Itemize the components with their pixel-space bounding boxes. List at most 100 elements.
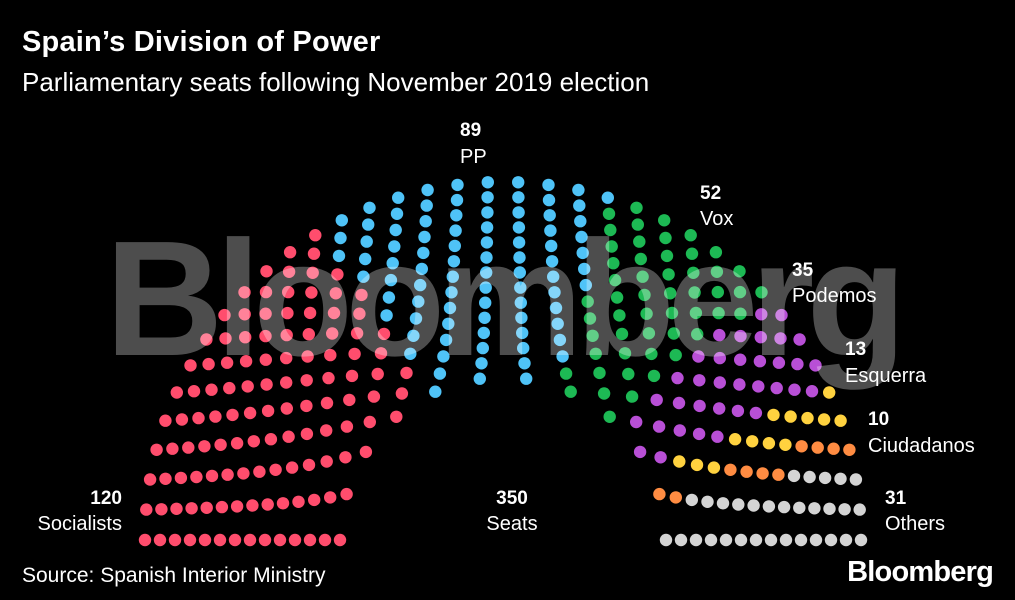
seat-pp (481, 176, 494, 189)
seat-pp (412, 295, 425, 308)
seat-others (701, 495, 714, 508)
seat-esquerra (690, 458, 704, 472)
seat-pp (382, 291, 396, 304)
seat-others (839, 533, 853, 547)
seat-pp (514, 296, 527, 309)
seat-pp (360, 235, 373, 248)
seat-pp (380, 309, 393, 322)
seat-socialists (269, 463, 282, 476)
seat-ciudadanos (740, 465, 753, 478)
seat-ciudadanos (756, 467, 769, 480)
seat-pp (407, 329, 420, 342)
seat-esquerra (779, 438, 792, 451)
seat-socialists (253, 465, 266, 478)
seat-pp (545, 255, 559, 268)
seat-podemos (672, 396, 686, 410)
seat-podemos (749, 406, 763, 420)
seat-pp (573, 199, 586, 212)
seat-vox (685, 247, 699, 260)
seat-podemos (791, 357, 804, 371)
seat-pp (334, 231, 347, 245)
seat-esquerra (767, 408, 780, 422)
seat-socialists (220, 356, 234, 369)
seat-podemos (713, 402, 726, 415)
seat-vox (625, 390, 639, 403)
seat-pp (446, 270, 459, 283)
seat-pp (481, 206, 494, 219)
seat-vox (691, 328, 704, 341)
label-others-name: Others (885, 513, 945, 535)
seat-others (787, 469, 801, 483)
seat-socialists (159, 472, 172, 485)
seat-podemos (692, 427, 706, 441)
label-esquerra-name: Esquerra (845, 365, 927, 387)
seat-socialists (198, 533, 212, 547)
seat-socialists (260, 378, 273, 391)
seat-socialists (326, 327, 339, 340)
seat-podemos (805, 385, 819, 398)
seat-others (808, 502, 821, 515)
seat-socialists (213, 533, 227, 547)
seat-socialists (306, 266, 319, 279)
seat-others (734, 533, 748, 547)
seat-socialists (155, 503, 168, 516)
seat-pp (404, 347, 417, 360)
seat-socialists (260, 265, 273, 278)
seat-vox (607, 257, 620, 270)
seat-pp (512, 191, 525, 204)
seat-socialists (324, 348, 337, 362)
seat-pp (578, 262, 591, 276)
label-esquerra: 13 Esquerra (845, 339, 927, 387)
seat-pp (553, 333, 567, 347)
seat-socialists (348, 347, 361, 361)
seat-pp (512, 206, 525, 219)
seat-pp (451, 178, 464, 192)
seat-socialists (261, 498, 274, 511)
seat-ciudadanos (811, 441, 824, 454)
seat-vox (608, 273, 622, 287)
seat-socialists (150, 443, 163, 456)
seat-socialists (237, 467, 250, 480)
seat-socialists (309, 229, 322, 242)
seat-socialists (308, 493, 321, 507)
seat-podemos (630, 415, 643, 429)
seat-podemos (734, 329, 747, 343)
seat-pp (442, 317, 455, 330)
seat-vox (660, 249, 674, 263)
seat-socialists (184, 359, 197, 372)
seat-podemos (775, 308, 788, 322)
seat-pp (450, 209, 463, 222)
seat-pp (418, 230, 431, 244)
seat-socialists (390, 410, 403, 423)
seat-vox (684, 229, 697, 242)
seat-vox (589, 347, 602, 360)
seat-others (689, 533, 703, 547)
seat-others (853, 503, 866, 516)
seat-socialists (280, 376, 293, 389)
seat-pp (473, 372, 486, 385)
label-podemos-seats: 35 (792, 260, 814, 281)
seat-pp (362, 218, 375, 231)
seat-vox (733, 265, 746, 278)
seat-socialists (320, 396, 334, 410)
seat-pp (443, 301, 457, 315)
seat-others (818, 471, 832, 485)
seat-pp (551, 317, 564, 330)
seat-vox (734, 307, 747, 320)
seat-pp (579, 278, 592, 292)
seat-socialists (246, 499, 259, 512)
seat-socialists (329, 287, 342, 300)
seat-socialists (230, 437, 244, 450)
seat-socialists (320, 424, 333, 437)
seat-socialists (174, 471, 188, 485)
seat-pp (386, 257, 399, 270)
seat-pp (549, 301, 563, 315)
seat-socialists (302, 328, 315, 341)
seat-podemos (770, 381, 783, 395)
seat-pp (479, 296, 492, 309)
seat-podemos (633, 445, 647, 459)
seat-ciudadanos (843, 443, 856, 456)
seat-pp (433, 367, 447, 380)
seat-vox (634, 252, 647, 266)
seat-socialists (285, 461, 299, 474)
